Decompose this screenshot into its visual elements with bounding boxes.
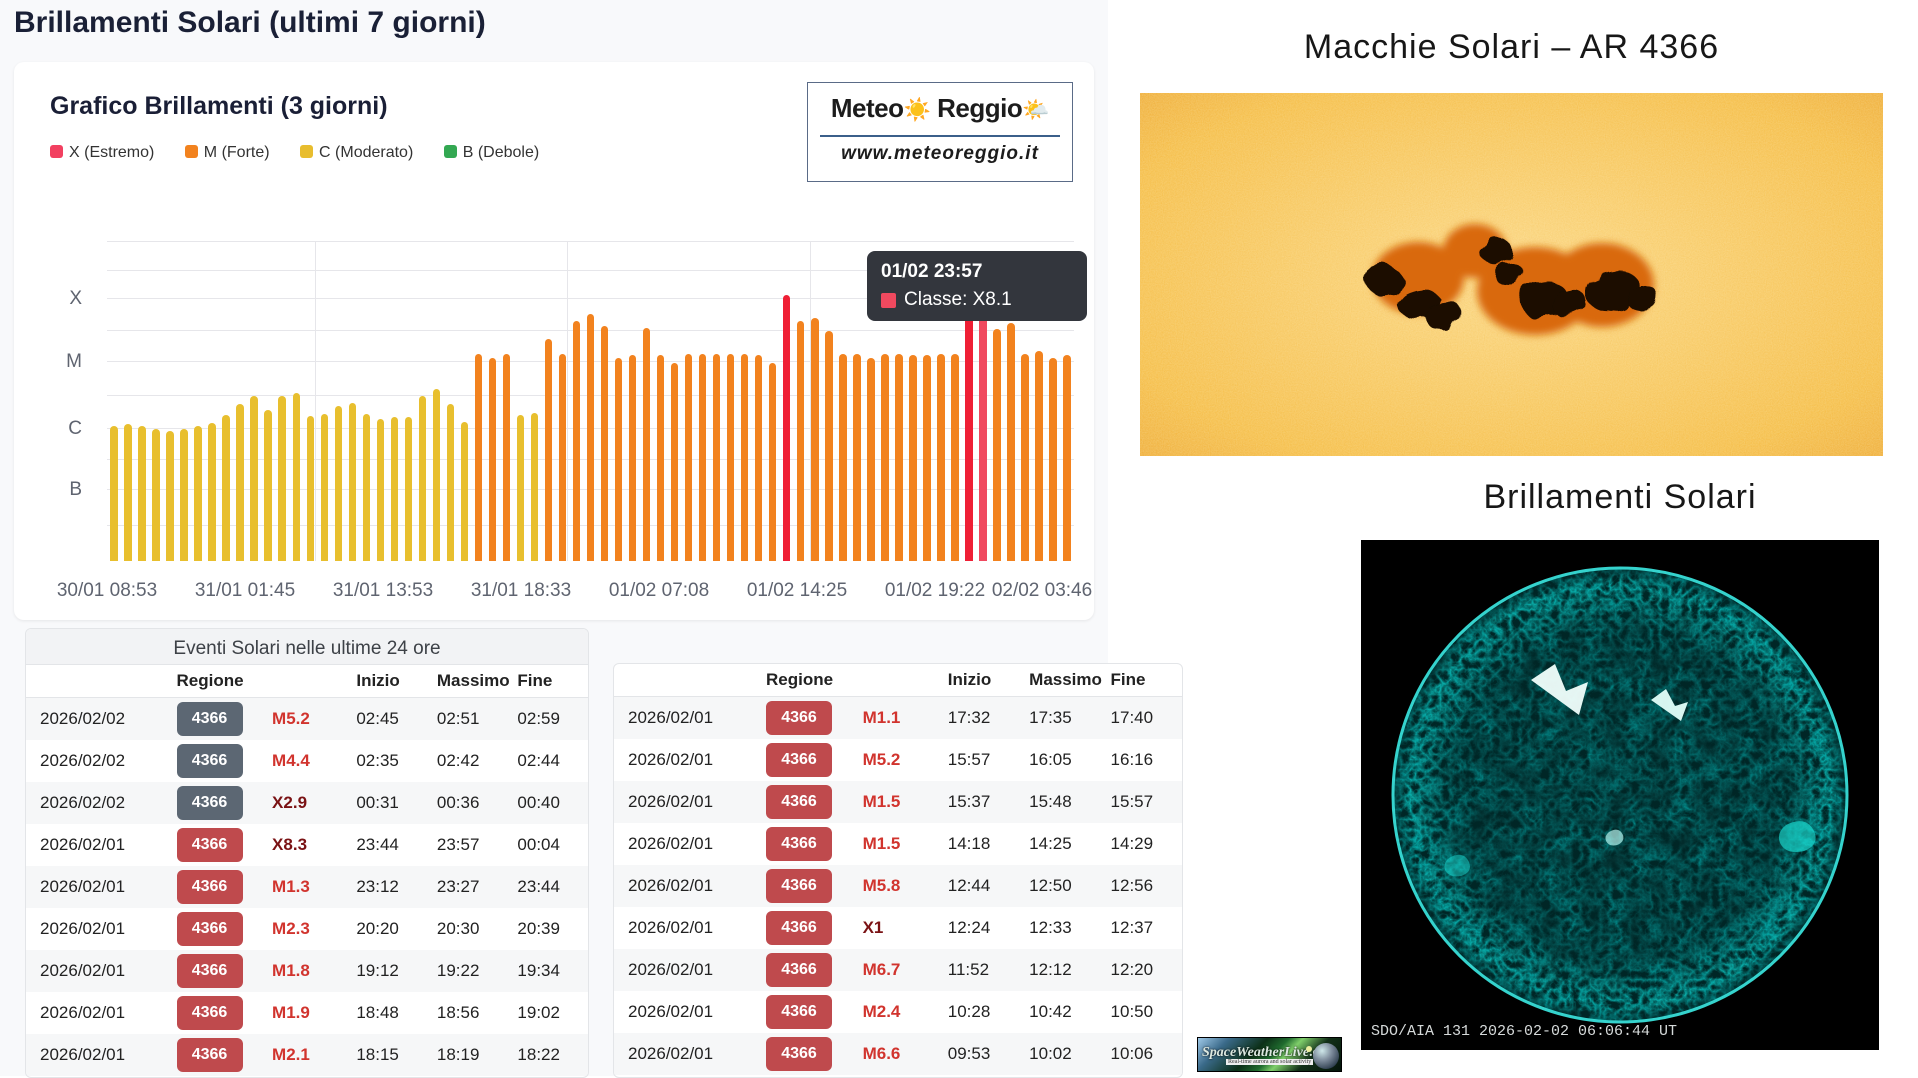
svg-text:SDO/AIA 131 2026-02-02 06:0: SDO/AIA 131 2026-02-02 06:06:44 UT (1371, 1023, 1677, 1040)
